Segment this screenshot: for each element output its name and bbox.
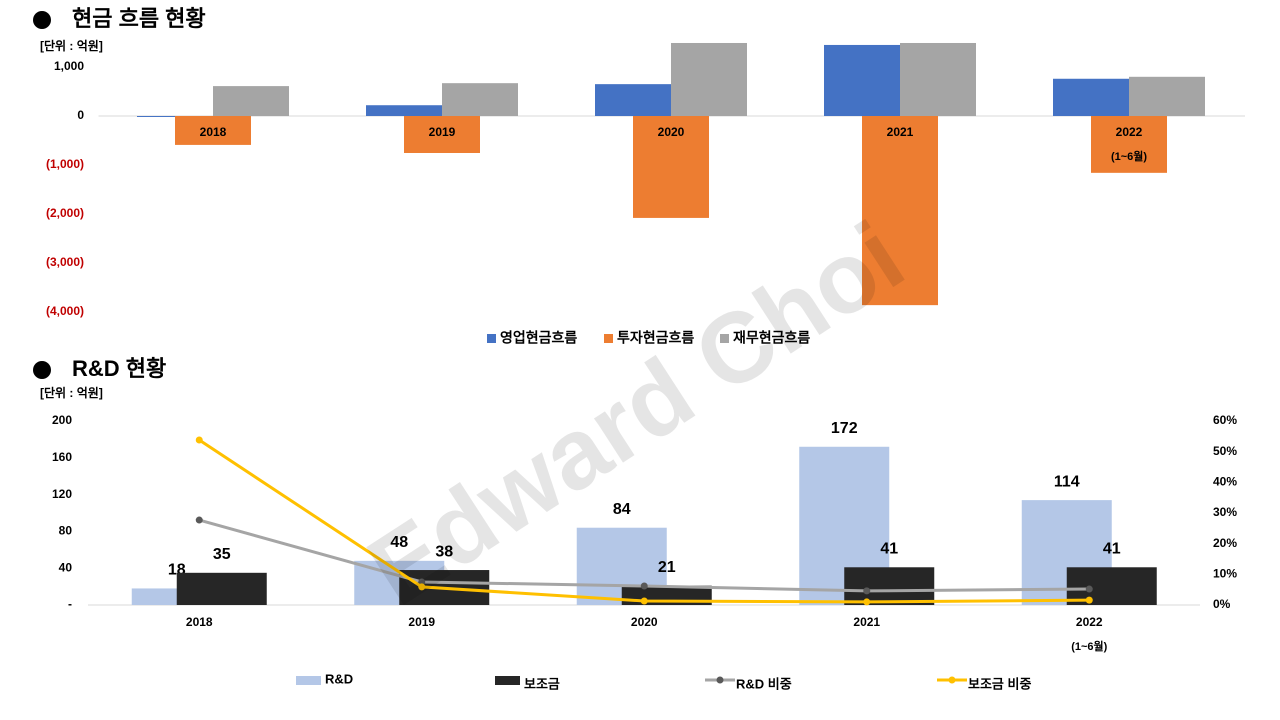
y2-tick-label: 50% [1213, 444, 1237, 458]
bar [213, 86, 289, 116]
data-label: 41 [880, 540, 898, 557]
line-marker [1085, 596, 1093, 604]
legend-swatch [604, 334, 613, 343]
y-tick-label: 200 [52, 413, 72, 427]
bar [595, 84, 671, 116]
legend-label: 재무현금흐름 [733, 330, 810, 346]
y2-tick-label: 30% [1213, 505, 1237, 519]
y-tick-label: 160 [52, 450, 72, 464]
legend-swatch [296, 676, 321, 685]
data-label: 114 [1054, 473, 1080, 490]
y-tick-label: 80 [59, 524, 73, 538]
legend-marker [948, 676, 956, 684]
data-label: 172 [831, 420, 858, 437]
data-label: 38 [435, 543, 453, 560]
legend-swatch [720, 334, 729, 343]
data-label: 84 [613, 501, 631, 518]
y-tick-label: - [68, 597, 72, 611]
line-marker [1085, 585, 1093, 593]
bar [862, 116, 938, 306]
line-marker [195, 516, 203, 524]
x-tick-label: 2019 [429, 125, 456, 139]
y-tick-label: (4,000) [46, 304, 84, 318]
data-label: 48 [390, 534, 408, 551]
line-marker [418, 578, 426, 586]
bar [824, 44, 900, 117]
x-tick-label: 2018 [200, 125, 227, 139]
y-tick-label: (1,000) [46, 157, 84, 171]
line-marker [863, 587, 871, 595]
unit-label: [단위 : 억원] [40, 385, 103, 400]
data-label: 41 [1103, 540, 1121, 557]
bar [366, 105, 442, 116]
y-tick-label: (3,000) [46, 255, 84, 269]
bar [176, 572, 267, 605]
legend-swatch [487, 334, 496, 343]
y2-tick-label: 20% [1213, 536, 1237, 550]
unit-label: [단위 : 억원] [40, 38, 103, 53]
line-marker [640, 597, 648, 605]
bar [900, 42, 976, 116]
bar [442, 83, 518, 116]
bar [175, 116, 251, 145]
legend-swatch [495, 676, 520, 685]
x-tick-label: 2019 [408, 615, 435, 629]
line-marker [863, 598, 871, 606]
y-tick-label: 120 [52, 487, 72, 501]
x-tick-label: 2020 [658, 125, 685, 139]
x-tick-note: (1~6월) [1111, 149, 1147, 163]
legend-label: R&D 비중 [736, 676, 792, 691]
y-tick-label: 0 [77, 108, 84, 122]
legend-label: 영업현금흐름 [500, 330, 577, 346]
bar [1129, 76, 1205, 116]
legend-label: 보조금 비중 [968, 676, 1031, 691]
y-tick-label: 40 [59, 560, 73, 574]
line-marker [418, 583, 426, 591]
legend-label: 투자현금흐름 [617, 330, 694, 346]
y-tick-label: 1,000 [54, 59, 84, 73]
y2-tick-label: 10% [1213, 567, 1237, 581]
x-tick-label: 2021 [887, 125, 914, 139]
chart-title: R&D 현황 [72, 356, 166, 381]
legend-label: R&D [325, 671, 353, 686]
chart-title: 현금 흐름 현황 [72, 6, 206, 31]
legend-marker [716, 676, 724, 684]
bar [1091, 116, 1167, 173]
x-tick-label: 2018 [186, 615, 213, 629]
y2-tick-label: 0% [1213, 597, 1231, 611]
x-tick-label: 2021 [853, 615, 880, 629]
bar [404, 116, 480, 153]
bar [671, 42, 747, 116]
data-label: 21 [658, 559, 676, 576]
bar [844, 567, 935, 605]
x-tick-note: (1~6월) [1071, 639, 1107, 653]
bar [633, 116, 709, 218]
legend-label: 보조금 [524, 676, 560, 691]
x-tick-label: 2020 [631, 615, 658, 629]
data-label: 35 [213, 546, 231, 563]
line-marker [640, 582, 648, 590]
x-tick-label: 2022 [1076, 615, 1103, 629]
title-bullet [33, 11, 51, 29]
x-tick-label: 2022 [1116, 125, 1143, 139]
line-marker [195, 436, 203, 444]
y2-tick-label: 40% [1213, 475, 1237, 489]
y-tick-label: (2,000) [46, 206, 84, 220]
bar [1053, 78, 1129, 116]
title-bullet [33, 361, 51, 379]
y2-tick-label: 60% [1213, 413, 1237, 427]
